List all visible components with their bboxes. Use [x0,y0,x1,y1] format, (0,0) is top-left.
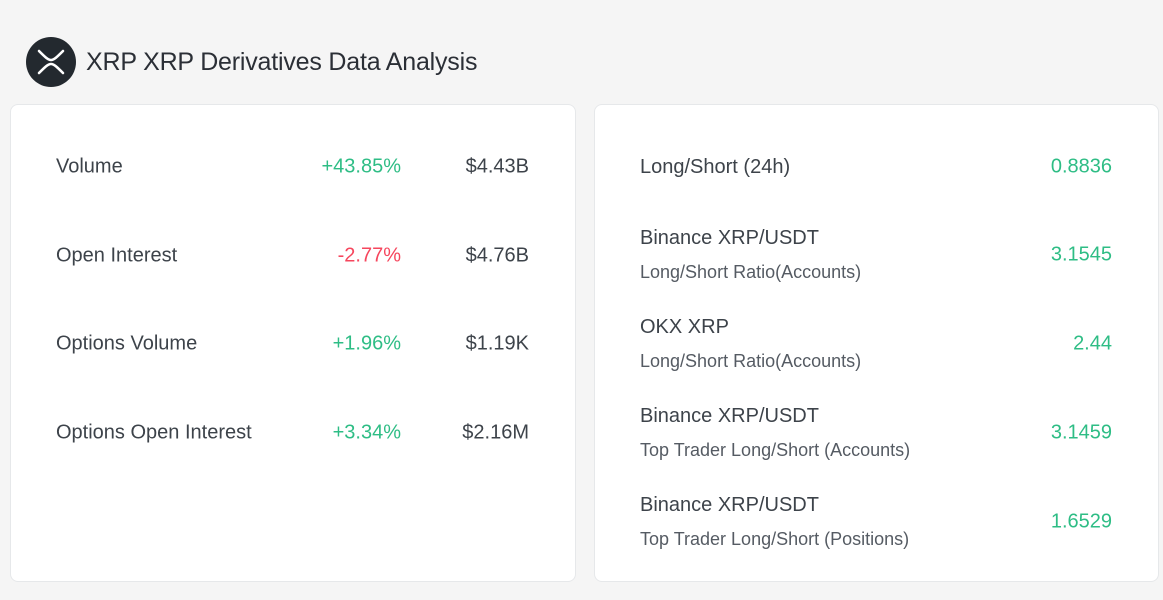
ratio-sublabel: Long/Short Ratio(Accounts) [640,262,862,282]
ratio-value: 3.1545 [1050,243,1112,266]
ratio-sublabel: Long/Short Ratio(Accounts) [640,351,862,371]
ratio-label: Binance XRP/USDT [640,405,819,427]
metric-label: Volume [56,155,123,178]
ratio-row-binance-top-trader-positions: Binance XRP/USDT Top Trader Long/Short (… [595,482,1158,562]
ratio-label: Long/Short (24h) [640,156,791,178]
page-title: XRP XRP Derivatives Data Analysis [86,47,478,76]
metric-label: Options Volume [56,332,198,355]
long-short-card: Long/Short (24h) 0.8836 Binance XRP/USDT… [594,104,1159,582]
metric-change: +43.85% [321,155,401,178]
metric-row-volume: Volume +43.85% $4.43B [11,147,575,187]
ratio-value: 1.6529 [1050,510,1112,533]
page-header: XRP XRP Derivatives Data Analysis [26,36,477,88]
metric-row-options-volume: Options Volume +1.96% $1.19K [11,324,575,364]
metrics-card: Volume +43.85% $4.43B Open Interest -2.7… [10,104,576,582]
ratio-label: OKX XRP [640,316,729,338]
ratio-sublabel: Top Trader Long/Short (Accounts) [640,440,911,460]
metric-label: Open Interest [56,244,178,267]
metric-row-open-interest: Open Interest -2.77% $4.76B [11,236,575,276]
ratio-sublabel: Top Trader Long/Short (Positions) [640,529,910,549]
metric-value: $4.76B [465,244,529,267]
xrp-logo-icon [26,37,76,87]
metric-value: $2.16M [462,421,529,444]
ratio-label: Binance XRP/USDT [640,227,819,249]
ratio-row-long-short-24h: Long/Short (24h) 0.8836 [595,127,1158,207]
metric-change: +3.34% [332,421,401,444]
metric-change: +1.96% [332,332,401,355]
ratio-label: Binance XRP/USDT [640,494,819,516]
metric-label: Options Open Interest [56,421,252,444]
metric-change: -2.77% [337,244,401,267]
metric-row-options-open-interest: Options Open Interest +3.34% $2.16M [11,413,575,453]
ratio-row-binance-accounts: Binance XRP/USDT Long/Short Ratio(Accoun… [595,215,1158,295]
ratio-value: 0.8836 [1050,155,1112,178]
ratio-row-binance-top-trader-accounts: Binance XRP/USDT Top Trader Long/Short (… [595,393,1158,473]
metric-value: $1.19K [465,332,529,355]
ratio-row-okx-accounts: OKX XRP Long/Short Ratio(Accounts) 2.44 [595,304,1158,384]
ratio-value: 3.1459 [1050,421,1112,444]
metric-value: $4.43B [465,155,529,178]
ratio-value: 2.44 [1073,332,1112,355]
